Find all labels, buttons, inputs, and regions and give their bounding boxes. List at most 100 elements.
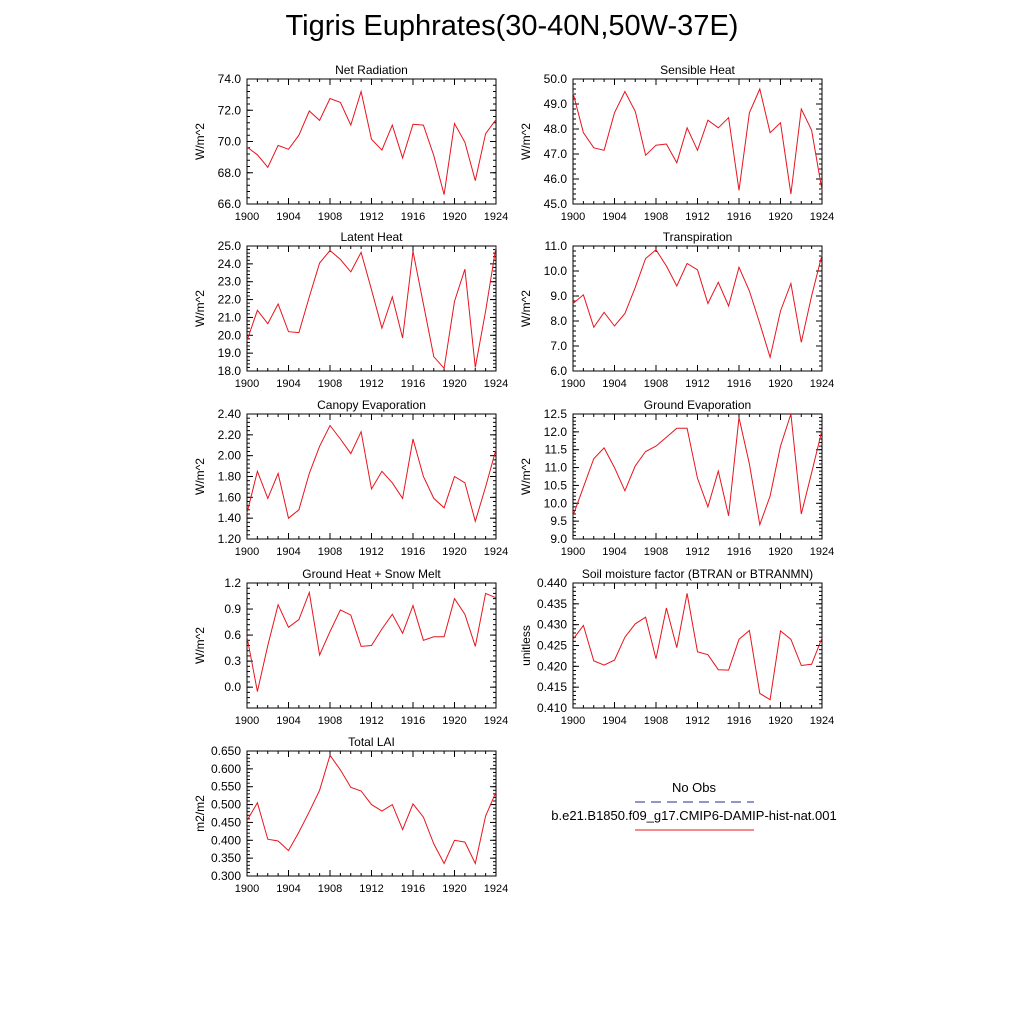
y-tick-label: 21.0: [218, 310, 242, 324]
x-tick-label: 1920: [442, 546, 466, 558]
plot-frame: [246, 78, 497, 205]
series-line: [246, 246, 497, 370]
y-tick-label: 2.40: [218, 407, 242, 421]
y-tick-label: 0.300: [211, 869, 241, 883]
x-tick-label: 1904: [602, 378, 626, 390]
y-tick-label: 46.0: [544, 172, 568, 186]
panel-title: Latent Heat: [340, 230, 403, 244]
x-tick-label: 1920: [768, 546, 792, 558]
y-tick-label: 1.60: [218, 490, 242, 504]
y-tick-label: 11.0: [545, 239, 568, 253]
legend-model-label: b.e21.B1850.f09_g17.CMIP6-DAMIP-hist-nat…: [551, 808, 836, 823]
x-tick-label: 1912: [359, 378, 383, 390]
y-tick-label: 10.0: [544, 264, 568, 278]
plot-frame: [246, 245, 497, 372]
series-line: [572, 87, 823, 195]
y-axis-label: W/m^2: [193, 458, 207, 495]
y-tick-label: 0.440: [537, 576, 567, 590]
y-tick-label: 0.450: [211, 815, 241, 829]
panel-5: Canopy Evaporation W/m^2 1900 1904 1908 1912 1…: [193, 398, 508, 558]
y-tick-label: 19.0: [218, 346, 242, 360]
y-tick-label: 0.350: [211, 851, 241, 865]
x-tick-label: 1916: [727, 378, 751, 390]
series-line: [246, 754, 497, 866]
y-axis-label: unitless: [519, 625, 533, 666]
y-tick-label: 0.600: [211, 762, 241, 776]
y-axis-label: W/m^2: [519, 123, 533, 160]
legend: No Obs b.e21.B1850.f09_g17.CMIP6-DAMIP-hi…: [551, 780, 837, 831]
x-tick-label: 1900: [561, 378, 585, 390]
x-tick-label: 1916: [401, 546, 425, 558]
y-tick-label: 74.0: [218, 72, 242, 86]
panel-4: Transpiration W/m^2 1900 1904 1908 1912 1916 19…: [519, 230, 834, 390]
y-tick-label: 1.20: [218, 532, 242, 546]
panel-title: Sensible Heat: [660, 63, 735, 77]
x-tick-label: 1920: [442, 883, 466, 895]
y-tick-label: 0.435: [537, 597, 567, 611]
x-tick-label: 1920: [768, 378, 792, 390]
x-tick-label: 1924: [810, 211, 834, 223]
x-tick-label: 1924: [810, 378, 834, 390]
y-axis-label: W/m^2: [519, 458, 533, 495]
x-tick-label: 1900: [235, 211, 259, 223]
y-tick-label: 0.420: [537, 659, 567, 673]
x-tick-label: 1904: [276, 546, 300, 558]
x-tick-label: 1912: [359, 883, 383, 895]
panel-title: Transpiration: [663, 230, 733, 244]
x-tick-label: 1916: [401, 378, 425, 390]
y-tick-label: 2.20: [218, 428, 242, 442]
x-tick-label: 1900: [235, 378, 259, 390]
y-tick-label: 12.5: [544, 407, 568, 421]
y-tick-label: 70.0: [218, 135, 242, 149]
x-tick-label: 1900: [561, 546, 585, 558]
y-tick-label: 24.0: [218, 257, 242, 271]
y-axis-label: W/m^2: [193, 123, 207, 160]
panel-title: Canopy Evaporation: [317, 398, 426, 412]
x-tick-label: 1916: [401, 211, 425, 223]
x-tick-label: 1920: [768, 211, 792, 223]
x-tick-label: 1904: [602, 211, 626, 223]
x-tick-label: 1916: [727, 715, 751, 727]
panel-6: Ground Evaporation W/m^2 1900 1904 1908 1912 1…: [519, 398, 834, 558]
y-tick-label: 23.0: [218, 275, 242, 289]
series-line: [572, 249, 823, 360]
panel-title: Net Radiation: [335, 63, 408, 77]
figure-title: Tigris Euphrates(30-40N,50W-37E): [285, 10, 739, 42]
x-tick-label: 1900: [235, 715, 259, 727]
legend-obs-label: No Obs: [672, 780, 717, 795]
panel-9: Total LAI m2/m2 1900 1904 1908 1912 1916 1920 19…: [193, 735, 508, 895]
x-tick-label: 1920: [442, 211, 466, 223]
x-tick-label: 1908: [318, 546, 342, 558]
y-tick-label: 9.0: [550, 289, 567, 303]
x-tick-label: 1908: [644, 715, 668, 727]
x-tick-label: 1904: [276, 211, 300, 223]
y-tick-label: 50.0: [544, 72, 568, 86]
plot-frame: [572, 582, 823, 709]
y-tick-label: 1.80: [218, 470, 242, 484]
x-tick-label: 1924: [484, 546, 508, 558]
panel-2: Sensible Heat W/m^2 1900 1904 1908 1912 1916 19…: [519, 63, 834, 223]
x-tick-label: 1908: [644, 211, 668, 223]
y-tick-label: 0.650: [211, 744, 241, 758]
y-tick-label: 0.9: [224, 602, 241, 616]
panel-7: Ground Heat + Snow Melt W/m^2 1900 1904 1908…: [193, 567, 508, 727]
x-tick-label: 1908: [318, 715, 342, 727]
y-tick-label: 2.00: [218, 449, 242, 463]
x-tick-label: 1912: [685, 211, 709, 223]
x-tick-label: 1912: [359, 211, 383, 223]
y-axis-label: W/m^2: [519, 290, 533, 327]
panel-8: Soil moisture factor (BTRAN or BTRANMN) u…: [519, 567, 834, 727]
y-tick-label: 0.0: [224, 680, 241, 694]
x-tick-label: 1916: [727, 211, 751, 223]
x-tick-label: 1924: [810, 546, 834, 558]
y-tick-label: 0.415: [537, 680, 567, 694]
y-tick-label: 0.425: [537, 639, 567, 653]
x-tick-label: 1900: [235, 546, 259, 558]
y-tick-label: 68.0: [218, 166, 242, 180]
y-axis-label: m2/m2: [193, 795, 207, 832]
plot-frame: [246, 750, 497, 877]
y-tick-label: 18.0: [218, 364, 242, 378]
y-tick-label: 45.0: [544, 197, 568, 211]
y-axis-label: W/m^2: [193, 290, 207, 327]
x-tick-label: 1908: [318, 883, 342, 895]
